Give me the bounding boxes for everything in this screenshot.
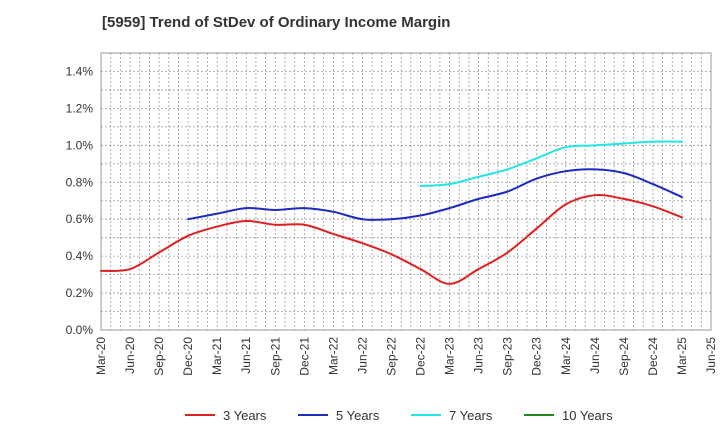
- x-tick-label: Dec-22: [414, 337, 428, 376]
- x-tick-label: Sep-21: [268, 337, 282, 376]
- y-tick-label: 0.2%: [66, 286, 94, 300]
- x-tick-label: Jun-22: [355, 337, 369, 374]
- x-tick-label: Mar-20: [94, 337, 108, 375]
- series-line-7-years: [419, 140, 683, 187]
- x-tick-label: Mar-23: [443, 337, 457, 375]
- x-tick-label: Dec-20: [181, 337, 195, 376]
- x-tick-label: Jun-25: [704, 337, 718, 374]
- x-tick-label: Jun-21: [239, 337, 253, 374]
- series-line-3-years: [100, 194, 683, 285]
- plot-area: [100, 52, 712, 331]
- y-tick-label: 0.8%: [66, 175, 94, 189]
- series-lines: [100, 140, 683, 285]
- x-tick-label: Dec-21: [297, 337, 311, 376]
- legend: 3 Years 5 Years 7 Years 10 Years: [185, 408, 613, 423]
- x-tick-label: Jun-23: [472, 337, 486, 374]
- x-tick-label: Dec-23: [530, 337, 544, 376]
- x-tick-label: Jun-24: [588, 337, 602, 374]
- y-tick-label: 0.6%: [66, 212, 94, 226]
- x-tick-label: Mar-25: [675, 337, 689, 375]
- grid: [100, 52, 712, 331]
- axes: 0.0% 0.2% 0.4% 0.6% 0.8% 1.0% 1.2% 1.4% Mar-20 Ju…: [66, 64, 718, 375]
- x-tick-label: Sep-23: [501, 337, 515, 376]
- legend-label-5-years: 5 Years: [336, 408, 380, 423]
- x-tick-label: Jun-20: [123, 337, 137, 374]
- chart-title: [5959] Trend of StDev of Ordinary Income…: [102, 14, 451, 31]
- x-tick-label: Mar-22: [326, 337, 340, 375]
- y-tick-label: 0.4%: [66, 249, 94, 263]
- legend-label-7-years: 7 Years: [449, 408, 493, 423]
- x-tick-label: Dec-24: [646, 337, 660, 376]
- y-tick-label: 0.0%: [66, 323, 94, 337]
- legend-label-3-years: 3 Years: [223, 408, 267, 423]
- y-tick-label: 1.0%: [66, 138, 94, 152]
- y-tick-label: 1.2%: [66, 101, 94, 115]
- legend-label-10-years: 10 Years: [562, 408, 613, 423]
- x-tick-label: Mar-21: [210, 337, 224, 375]
- x-tick-label: Sep-24: [617, 337, 631, 376]
- x-tick-label: Mar-24: [559, 337, 573, 375]
- series-line-5-years: [187, 168, 683, 221]
- x-tick-label: Sep-20: [152, 337, 166, 376]
- y-tick-label: 1.4%: [66, 64, 94, 78]
- x-tick-label: Sep-22: [384, 337, 398, 376]
